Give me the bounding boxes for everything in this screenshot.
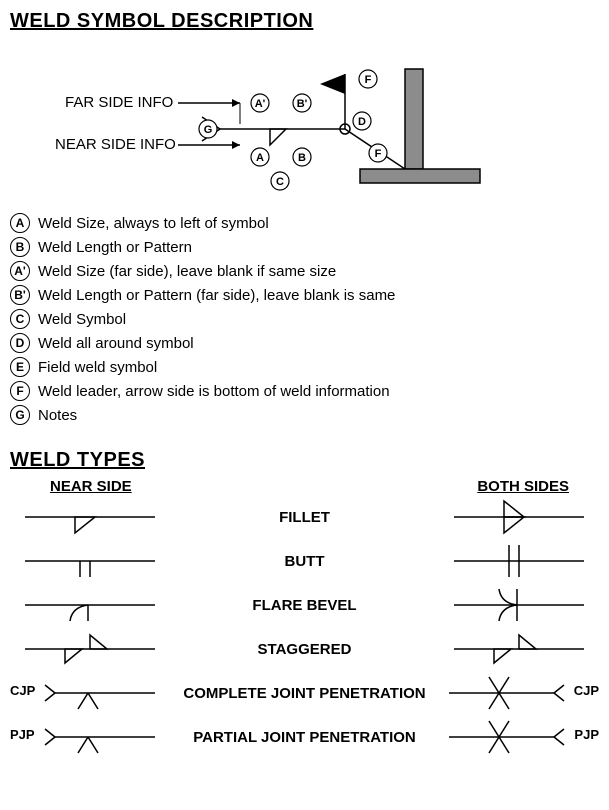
near-side-label: NEAR SIDE INFO <box>55 136 176 153</box>
fillet-near-icon <box>10 497 170 537</box>
bubble-c: C <box>276 176 284 188</box>
butt-both-icon <box>439 541 599 581</box>
flare-both-icon <box>439 585 599 625</box>
legend-bubble: A <box>10 213 30 233</box>
bubble-g: G <box>204 124 213 136</box>
legend-bubble: B <box>10 237 30 257</box>
section-title-2: WELD TYPES <box>10 449 599 472</box>
legend-text: Weld Size (far side), leave blank if sam… <box>38 263 336 280</box>
legend-list: A Weld Size, always to left of symbol B Wel… <box>10 213 599 425</box>
legend-text: Weld Length or Pattern (far side), leave… <box>38 287 395 304</box>
legend-row: A' Weld Size (far side), leave blank if s… <box>10 261 599 281</box>
bubble-bp: B' <box>297 98 308 110</box>
type-row-fillet: FILLET <box>10 495 599 539</box>
legend-text: Notes <box>38 407 77 424</box>
legend-text: Weld Size, always to left of symbol <box>38 215 269 232</box>
cjp-right-label: CJP <box>574 683 599 698</box>
weld-types-table: NEAR SIDE BOTH SIDES FILLET <box>10 478 599 759</box>
legend-row: C Weld Symbol <box>10 309 599 329</box>
legend-row: B Weld Length or Pattern <box>10 237 599 257</box>
type-name: BUTT <box>170 553 439 570</box>
legend-text: Weld Length or Pattern <box>38 239 192 256</box>
legend-row: E Field weld symbol <box>10 357 599 377</box>
type-row-butt: BUTT <box>10 539 599 583</box>
cjp-left-label: CJP <box>10 683 35 698</box>
weld-symbol-diagram: FAR SIDE INFO NEAR SIDE INFO G A' A B' B <box>10 39 599 209</box>
legend-bubble: C <box>10 309 30 329</box>
type-row-pjp: PJP PARTIAL JOINT PENETRATION PJP <box>10 715 599 759</box>
flare-near-icon <box>10 585 170 625</box>
legend-bubble: G <box>10 405 30 425</box>
legend-row: D Weld all around symbol <box>10 333 599 353</box>
legend-bubble: F <box>10 381 30 401</box>
type-row-flare: FLARE BEVEL <box>10 583 599 627</box>
pjp-right-label: PJP <box>574 727 599 742</box>
bubble-ap: A' <box>255 98 266 110</box>
pjp-left-label: PJP <box>10 727 35 742</box>
type-name: PARTIAL JOINT PENETRATION <box>170 729 439 746</box>
legend-row: A Weld Size, always to left of symbol <box>10 213 599 233</box>
bubble-f-flag: F <box>365 74 372 86</box>
bubble-f-leader: F <box>375 148 382 160</box>
col-header-left: NEAR SIDE <box>50 478 132 495</box>
legend-bubble: B' <box>10 285 30 305</box>
type-name: STAGGERED <box>170 641 439 658</box>
col-header-right: BOTH SIDES <box>477 478 569 495</box>
bubble-a: A <box>256 152 264 164</box>
type-name: FLARE BEVEL <box>170 597 439 614</box>
legend-bubble: D <box>10 333 30 353</box>
type-name: FILLET <box>170 509 439 526</box>
bubble-b: B <box>298 152 306 164</box>
legend-text: Weld leader, arrow side is bottom of wel… <box>38 383 390 400</box>
type-row-cjp: CJP COMPLETE JOINT PENETRATION CJP <box>10 671 599 715</box>
section-title-1: WELD SYMBOL DESCRIPTION <box>10 10 599 33</box>
butt-near-icon <box>10 541 170 581</box>
staggered-both-icon <box>439 629 599 669</box>
legend-bubble: E <box>10 357 30 377</box>
type-name: COMPLETE JOINT PENETRATION <box>170 685 439 702</box>
legend-bubble: A' <box>10 261 30 281</box>
far-side-label: FAR SIDE INFO <box>65 94 173 111</box>
legend-text: Field weld symbol <box>38 359 157 376</box>
fillet-both-icon <box>439 497 599 537</box>
legend-text: Weld Symbol <box>38 311 126 328</box>
legend-row: F Weld leader, arrow side is bottom of we… <box>10 381 599 401</box>
t-joint-icon <box>360 69 480 183</box>
bubble-d: D <box>358 116 366 128</box>
legend-row: B' Weld Length or Pattern (far side), lea… <box>10 285 599 305</box>
legend-text: Weld all around symbol <box>38 335 194 352</box>
type-row-staggered: STAGGERED <box>10 627 599 671</box>
legend-row: G Notes <box>10 405 599 425</box>
staggered-near-icon <box>10 629 170 669</box>
